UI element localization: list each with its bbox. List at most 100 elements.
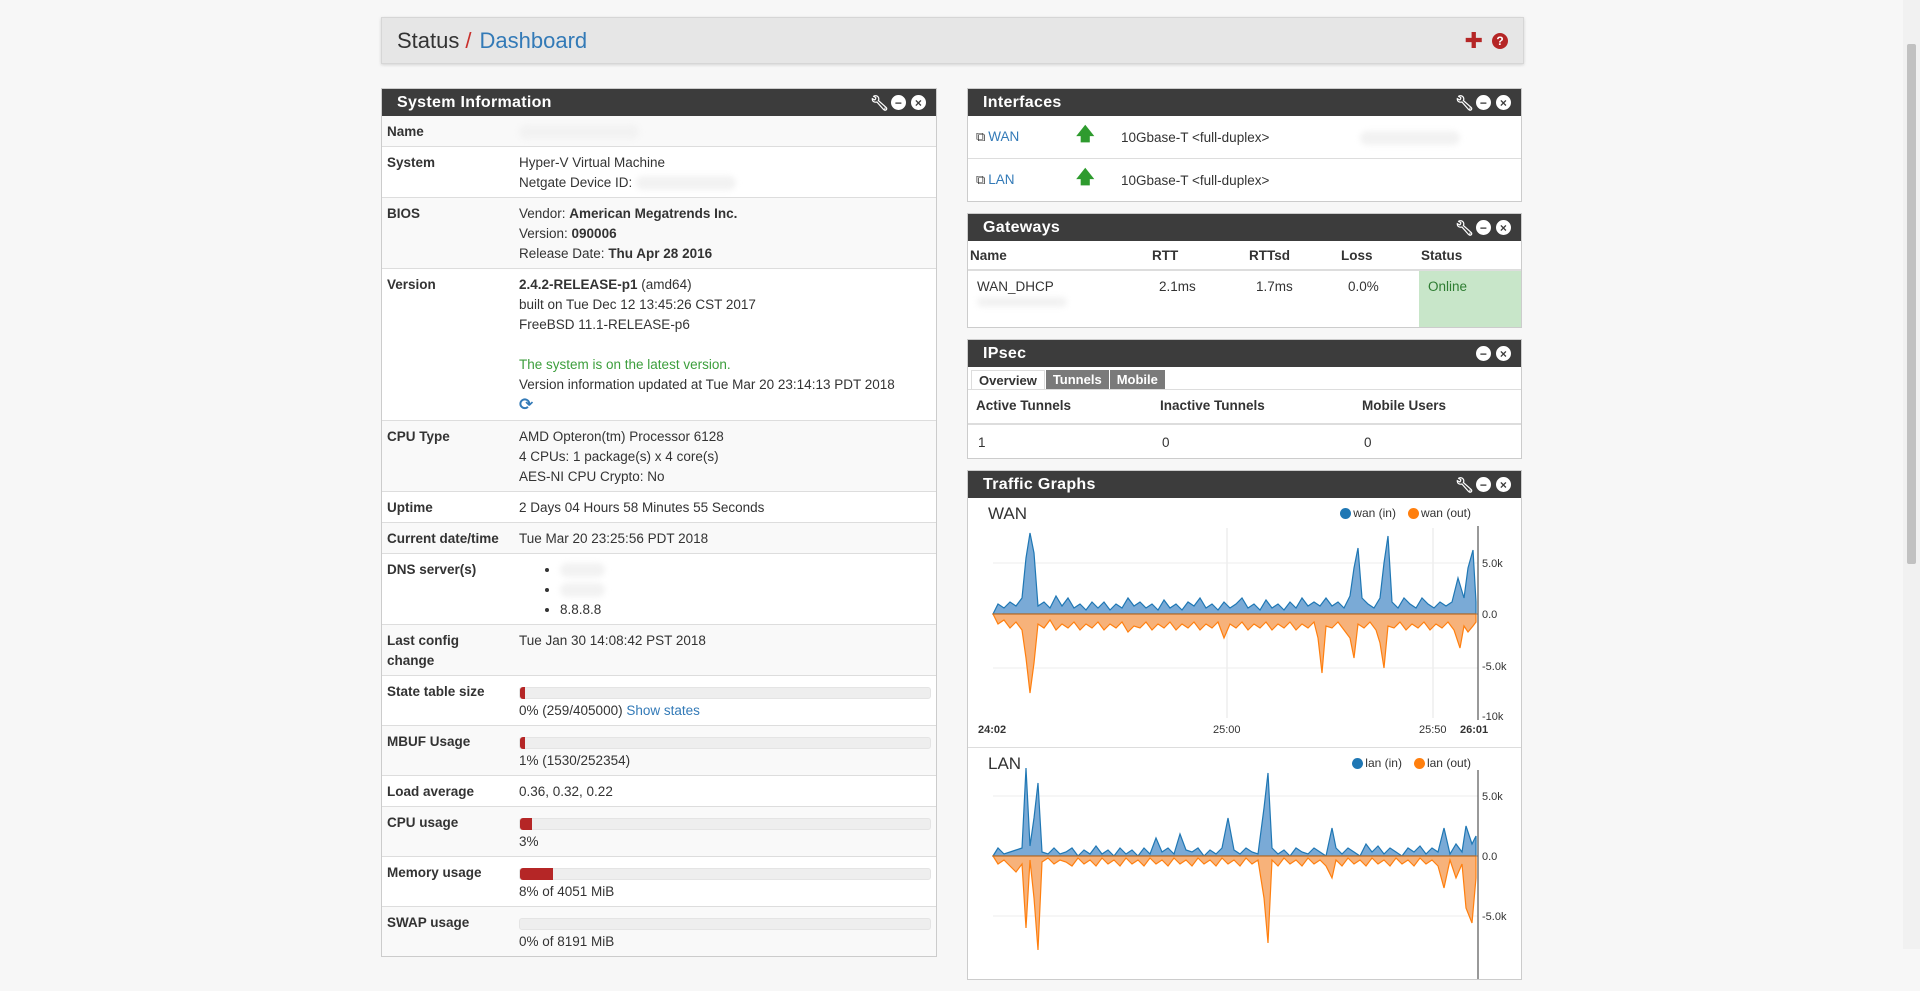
legend-item[interactable]: lan (out) bbox=[1413, 756, 1471, 770]
bios-version: Version: 090006 bbox=[519, 224, 931, 244]
row-value: 0% of 8191 MiB bbox=[514, 906, 936, 956]
minus-icon[interactable]: − bbox=[1476, 477, 1491, 492]
panel-heading: System Information 🔧︎ − × bbox=[382, 89, 936, 116]
page-scrollbar[interactable] bbox=[1903, 0, 1920, 949]
mbuf-value: 1% (1530/252354) bbox=[519, 753, 631, 768]
row-label: State table size bbox=[382, 675, 514, 726]
close-icon[interactable]: × bbox=[1496, 346, 1511, 361]
active-tunnels: 1 bbox=[978, 435, 986, 450]
row-label: Current date/time bbox=[382, 522, 514, 554]
system-information-panel: System Information 🔧︎ − × Name System Hy… bbox=[381, 88, 937, 957]
ip-cell bbox=[1352, 158, 1521, 201]
row-value: 0.36, 0.32, 0.22 bbox=[514, 775, 936, 807]
x-tick-label: 26:01 bbox=[1460, 724, 1488, 736]
breadcrumb-dashboard-link[interactable]: Dashboard bbox=[479, 27, 588, 53]
lan-out-area bbox=[991, 855, 1477, 951]
arrow-up-icon: 🡅 bbox=[1076, 124, 1095, 144]
row-last-config: Last config change Tue Jan 30 14:08:42 P… bbox=[382, 624, 936, 676]
interface-row: ⧉ WAN 🡅 10Gbase-T <full-duplex> bbox=[968, 116, 1521, 159]
interface-name-cell: ⧉ LAN bbox=[968, 158, 1068, 201]
column-header: Name bbox=[968, 241, 1150, 271]
interface-link[interactable]: WAN bbox=[988, 129, 1020, 144]
graph-title: WAN bbox=[988, 504, 1028, 523]
scrollbar-thumb[interactable] bbox=[1907, 44, 1916, 564]
close-icon[interactable]: × bbox=[911, 95, 926, 110]
close-icon[interactable]: × bbox=[1496, 477, 1511, 492]
panel-title: Gateways bbox=[983, 218, 1061, 236]
sitemap-icon: ⧉ bbox=[976, 172, 986, 187]
row-memory: Memory usage 8% of 4051 MiB bbox=[382, 856, 936, 907]
y-tick-label: 5.0k bbox=[1482, 558, 1503, 570]
wrench-icon[interactable]: 🔧︎ bbox=[1455, 219, 1475, 237]
tab-mobile[interactable]: Mobile bbox=[1109, 370, 1165, 389]
panel-title: IPsec bbox=[983, 344, 1027, 362]
graph-legend: lan (in) lan (out) bbox=[1352, 756, 1471, 770]
traffic-graphs-panel: Traffic Graphs 🔧︎ − × 5.0k bbox=[967, 470, 1522, 980]
interface-name-cell: ⧉ WAN bbox=[968, 116, 1068, 159]
panel-controls: 🔧︎ − × bbox=[1455, 219, 1511, 237]
y-tick-label: 0.0 bbox=[1482, 851, 1497, 863]
refresh-icon[interactable]: ⟳ bbox=[519, 395, 534, 414]
wan-graph-svg: 5.0k 0.0 -5.0k -10k 24:02 25:00 25:50 26… bbox=[978, 526, 1507, 736]
legend-label: wan (out) bbox=[1420, 506, 1471, 520]
state-table-value: 0% (259/405000) bbox=[519, 703, 623, 718]
cpu-model: AMD Opteron(tm) Processor 6128 bbox=[519, 429, 724, 444]
dns-server bbox=[560, 560, 931, 580]
bios-version-label: Version: bbox=[519, 226, 572, 241]
arrow-up-icon: 🡅 bbox=[1076, 167, 1095, 187]
help-icon[interactable]: ? bbox=[1492, 32, 1508, 49]
cpu-usage-value: 3% bbox=[519, 834, 539, 849]
legend-item[interactable]: lan (in) bbox=[1352, 756, 1402, 770]
ip-cell bbox=[1352, 116, 1521, 159]
row-label: MBUF Usage bbox=[382, 725, 514, 776]
bar-fill bbox=[520, 687, 525, 699]
panel-title: Traffic Graphs bbox=[983, 475, 1096, 493]
version-status: The system is on the latest version. bbox=[519, 357, 731, 372]
lan-graph-svg: 5.0k 0.0 -5.0k bbox=[991, 767, 1507, 979]
breadcrumb-separator: / bbox=[465, 27, 472, 53]
row-dns: DNS server(s) 8.8.8.8 bbox=[382, 553, 936, 625]
tab-overview[interactable]: Overview bbox=[971, 370, 1045, 389]
close-icon[interactable]: × bbox=[1496, 95, 1511, 110]
column-header: RTTsd bbox=[1247, 241, 1339, 271]
row-label: BIOS bbox=[382, 197, 514, 269]
gateway-status: Online bbox=[1419, 269, 1521, 327]
minus-icon[interactable]: − bbox=[1476, 346, 1491, 361]
gateway-loss: 0.0% bbox=[1339, 269, 1419, 327]
status-cell: 🡅 bbox=[1068, 158, 1113, 201]
dns-server: 8.8.8.8 bbox=[560, 600, 931, 620]
legend-label: lan (in) bbox=[1365, 756, 1402, 770]
y-tick-label: -10k bbox=[1482, 711, 1504, 723]
minus-icon[interactable]: − bbox=[891, 95, 906, 110]
wan-out-area bbox=[992, 613, 1477, 694]
row-state-table: State table size 0% (259/405000) Show st… bbox=[382, 675, 936, 726]
bios-date-label: Release Date: bbox=[519, 246, 609, 261]
panel-title: System Information bbox=[397, 93, 552, 111]
wrench-icon[interactable]: 🔧︎ bbox=[1455, 476, 1475, 494]
row-bios: BIOS Vendor: American Megatrends Inc. Ve… bbox=[382, 197, 936, 269]
row-label: CPU usage bbox=[382, 806, 514, 857]
tab-tunnels[interactable]: Tunnels bbox=[1045, 370, 1109, 389]
bar-fill bbox=[520, 818, 533, 830]
row-value: 0% (259/405000) Show states bbox=[514, 675, 936, 726]
wrench-icon[interactable]: 🔧︎ bbox=[1455, 94, 1475, 112]
ipsec-row: 1 0 0 bbox=[968, 424, 1521, 458]
close-icon[interactable]: × bbox=[1496, 220, 1511, 235]
row-value: Hyper-V Virtual Machine Netgate Device I… bbox=[514, 146, 936, 198]
swap-bar bbox=[519, 918, 931, 930]
arch-value: (amd64) bbox=[637, 277, 692, 292]
interface-link[interactable]: LAN bbox=[988, 172, 1015, 187]
media-cell: 10Gbase-T <full-duplex> bbox=[1113, 158, 1353, 201]
legend-item[interactable]: wan (out) bbox=[1407, 506, 1471, 520]
minus-icon[interactable]: − bbox=[1476, 95, 1491, 110]
plus-icon[interactable]: ✚ bbox=[1464, 27, 1483, 53]
gateways-table: Name RTT RTTsd Loss Status WAN_DHCP 2.1m… bbox=[968, 241, 1521, 327]
show-states-link[interactable]: Show states bbox=[626, 703, 700, 718]
wrench-icon[interactable]: 🔧︎ bbox=[870, 94, 890, 112]
row-value: Tue Jan 30 14:08:42 PST 2018 bbox=[514, 624, 936, 676]
legend-item[interactable]: wan (in) bbox=[1340, 506, 1396, 520]
minus-icon[interactable]: − bbox=[1476, 220, 1491, 235]
breadcrumb-actions: ✚ ? bbox=[1464, 27, 1508, 53]
row-label: Last config change bbox=[382, 624, 514, 676]
ipsec-header-row: Active Tunnels Inactive Tunnels Mobile U… bbox=[968, 390, 1521, 425]
